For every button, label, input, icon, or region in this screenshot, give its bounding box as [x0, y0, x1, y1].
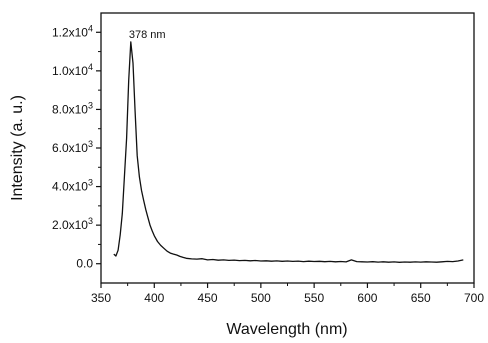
y-axis-ticks: 0.0 2.0x103 4.0x103 6.0x103 8.0x103 1.0x104 1.… — [52, 23, 101, 271]
plot-frame — [100, 12, 475, 284]
x-axis-title: Wavelength (nm) — [226, 321, 347, 338]
spectrum-line — [113, 41, 464, 263]
y-tick-label: 0.0 — [76, 257, 93, 271]
peak-annotation: 378 nm — [129, 29, 166, 41]
y-axis-title: Intensity (a. u.) — [9, 95, 26, 201]
annotations: 378 nm — [129, 29, 166, 41]
x-axis-ticks: 350 400 450 500 550 600 650 700 — [91, 283, 484, 305]
x-tick-label: 700 — [464, 291, 484, 305]
x-tick-label: 350 — [91, 291, 111, 305]
x-tick-label: 600 — [357, 291, 377, 305]
x-tick-label: 400 — [144, 291, 164, 305]
x-tick-label: 650 — [411, 291, 431, 305]
x-tick-label: 550 — [304, 291, 324, 305]
y-tick-label: 2.0x103 — [52, 216, 93, 232]
x-tick-label: 450 — [198, 291, 218, 305]
y-tick-label: 1.0x104 — [52, 62, 93, 78]
x-tick-label: 500 — [251, 291, 271, 305]
y-tick-label: 6.0x103 — [52, 139, 93, 155]
y-tick-label: 8.0x103 — [52, 100, 93, 116]
y-tick-label: 1.2x104 — [52, 23, 93, 39]
y-tick-label: 4.0x103 — [52, 178, 93, 194]
